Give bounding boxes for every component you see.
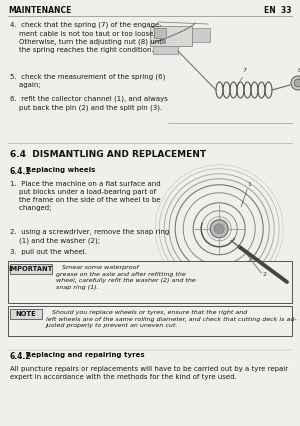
Bar	[10, 264, 52, 274]
Bar	[8, 261, 292, 303]
Text: IMPORTANT: IMPORTANT	[9, 266, 53, 272]
Bar	[154, 28, 166, 38]
Text: EN  33: EN 33	[265, 6, 292, 15]
Text: Should you replace wheels or tyres, ensure that the right and
left wheels are of: Should you replace wheels or tyres, ensu…	[46, 310, 297, 328]
Bar	[150, 26, 192, 46]
Bar	[152, 175, 292, 287]
Bar	[153, 46, 178, 54]
Text: 6.  refit the collector channel (1), and always
    put back the pin (2) and the: 6. refit the collector channel (1), and …	[10, 96, 168, 111]
Text: 6.4.2: 6.4.2	[10, 352, 32, 361]
Text: 4.  check that the spring (7) of the engage-
    ment cable is not too taut or t: 4. check that the spring (7) of the enga…	[10, 22, 166, 53]
Text: 1.  Place the machine on a flat surface and
    put blocks under a load-bearing : 1. Place the machine on a flat surface a…	[10, 181, 160, 211]
Text: 1: 1	[247, 182, 251, 187]
Text: 7: 7	[242, 67, 246, 72]
Text: 8: 8	[298, 67, 300, 72]
Text: Replacing and repairing tyres: Replacing and repairing tyres	[26, 352, 145, 358]
Text: Smear some waterproof
grease on the axle and after refitting the
wheel, carefull: Smear some waterproof grease on the axle…	[56, 265, 196, 290]
Ellipse shape	[291, 76, 300, 90]
Circle shape	[210, 220, 228, 238]
Text: MAINTENANCE: MAINTENANCE	[8, 6, 71, 15]
Text: NOTE: NOTE	[16, 311, 36, 317]
Text: 3.  pull out the wheel.: 3. pull out the wheel.	[10, 249, 87, 255]
Text: 2: 2	[262, 273, 266, 277]
Text: 6.4.1: 6.4.1	[10, 167, 32, 176]
Text: 2.  using a screwdriver, remove the snap ring
    (1) and the washer (2);: 2. using a screwdriver, remove the snap …	[10, 229, 169, 244]
Ellipse shape	[294, 79, 300, 87]
Text: 6.4  DISMANTLING AND REPLACEMENT: 6.4 DISMANTLING AND REPLACEMENT	[10, 150, 206, 159]
Text: Replacing wheels: Replacing wheels	[26, 167, 95, 173]
Bar	[8, 306, 292, 336]
Text: All puncture repairs or replacements will have to be carried out by a tyre repai: All puncture repairs or replacements wil…	[10, 366, 288, 380]
Bar	[10, 309, 42, 319]
Bar	[148, 18, 294, 128]
Bar	[192, 28, 210, 42]
Text: 5.  check the measurement of the spring (6)
    again;: 5. check the measurement of the spring (…	[10, 74, 165, 89]
Circle shape	[214, 224, 224, 234]
